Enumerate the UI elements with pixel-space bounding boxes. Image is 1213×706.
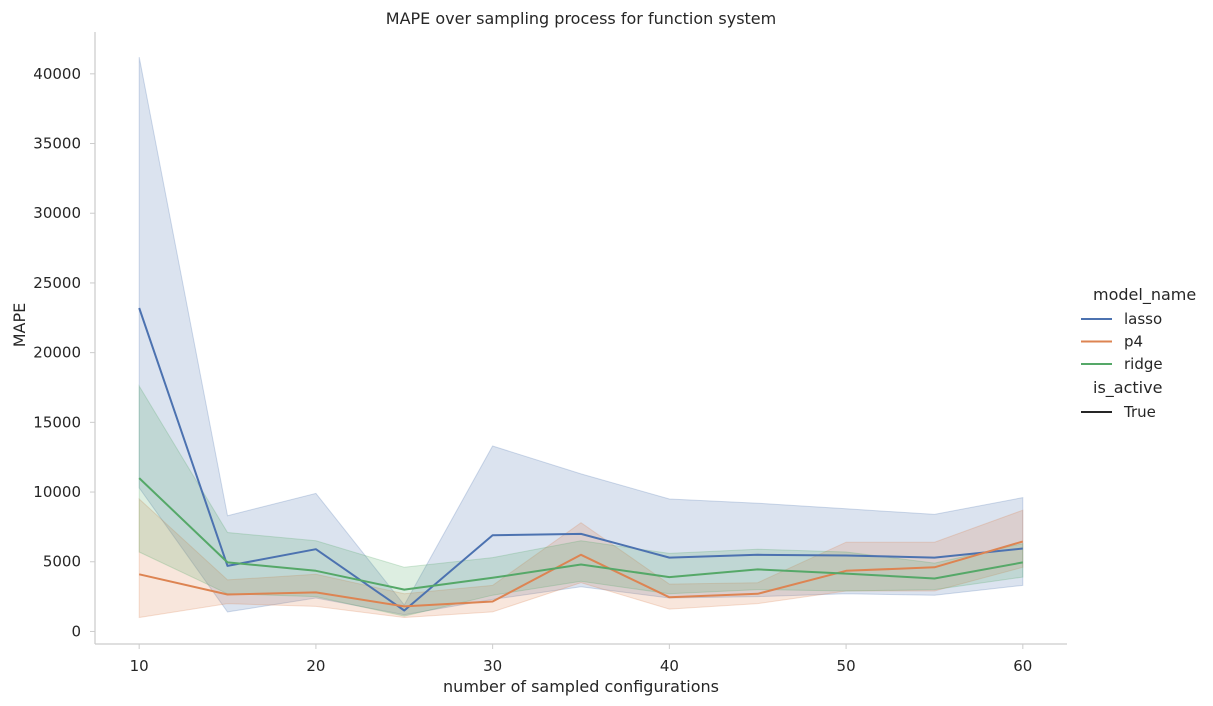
legend-label-p4: p4 xyxy=(1124,333,1143,351)
y-axis-label: MAPE xyxy=(10,303,29,348)
y-tick-label: 15000 xyxy=(33,413,81,431)
y-tick-label: 0 xyxy=(71,622,81,640)
confidence-bands xyxy=(138,57,1024,619)
x-tick-label: 40 xyxy=(660,657,679,675)
series-lines xyxy=(138,307,1024,612)
x-tick-label: 10 xyxy=(130,657,149,675)
x-tick-label: 20 xyxy=(306,657,325,675)
chart-title: MAPE over sampling process for function … xyxy=(386,9,776,28)
ci-band-p4 xyxy=(138,497,1024,619)
legend: model_name lasso p4 ridge is_active True xyxy=(1081,285,1196,421)
x-axis-label: number of sampled configurations xyxy=(443,677,719,696)
legend-style-label: True xyxy=(1123,403,1156,421)
y-tick-label: 5000 xyxy=(43,553,81,571)
y-tick-label: 20000 xyxy=(33,344,81,362)
x-tick-label: 60 xyxy=(1013,657,1032,675)
legend-label-ridge: ridge xyxy=(1124,355,1163,373)
y-ticks: 0 5000 10000 15000 20000 25000 30000 35000 40000 xyxy=(33,65,95,640)
y-tick-label: 35000 xyxy=(33,135,81,153)
legend-hue-entries: lasso p4 ridge xyxy=(1081,310,1163,373)
y-tick-label: 25000 xyxy=(33,274,81,292)
legend-style-entries: True xyxy=(1081,403,1156,421)
x-ticks: 10 20 30 40 50 60 xyxy=(130,644,1032,675)
y-tick-label: 40000 xyxy=(33,65,81,83)
ci-band-lasso xyxy=(138,57,1024,616)
y-tick-label: 10000 xyxy=(33,483,81,501)
x-tick-label: 50 xyxy=(837,657,856,675)
x-tick-label: 30 xyxy=(483,657,502,675)
legend-hue-title: model_name xyxy=(1093,285,1196,305)
y-tick-label: 30000 xyxy=(33,204,81,222)
legend-label-lasso: lasso xyxy=(1124,310,1162,328)
legend-style-title: is_active xyxy=(1093,378,1162,398)
